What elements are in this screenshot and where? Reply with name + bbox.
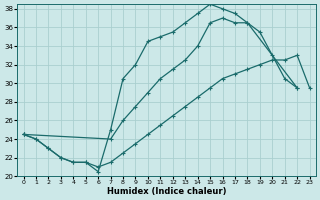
- X-axis label: Humidex (Indice chaleur): Humidex (Indice chaleur): [107, 187, 226, 196]
